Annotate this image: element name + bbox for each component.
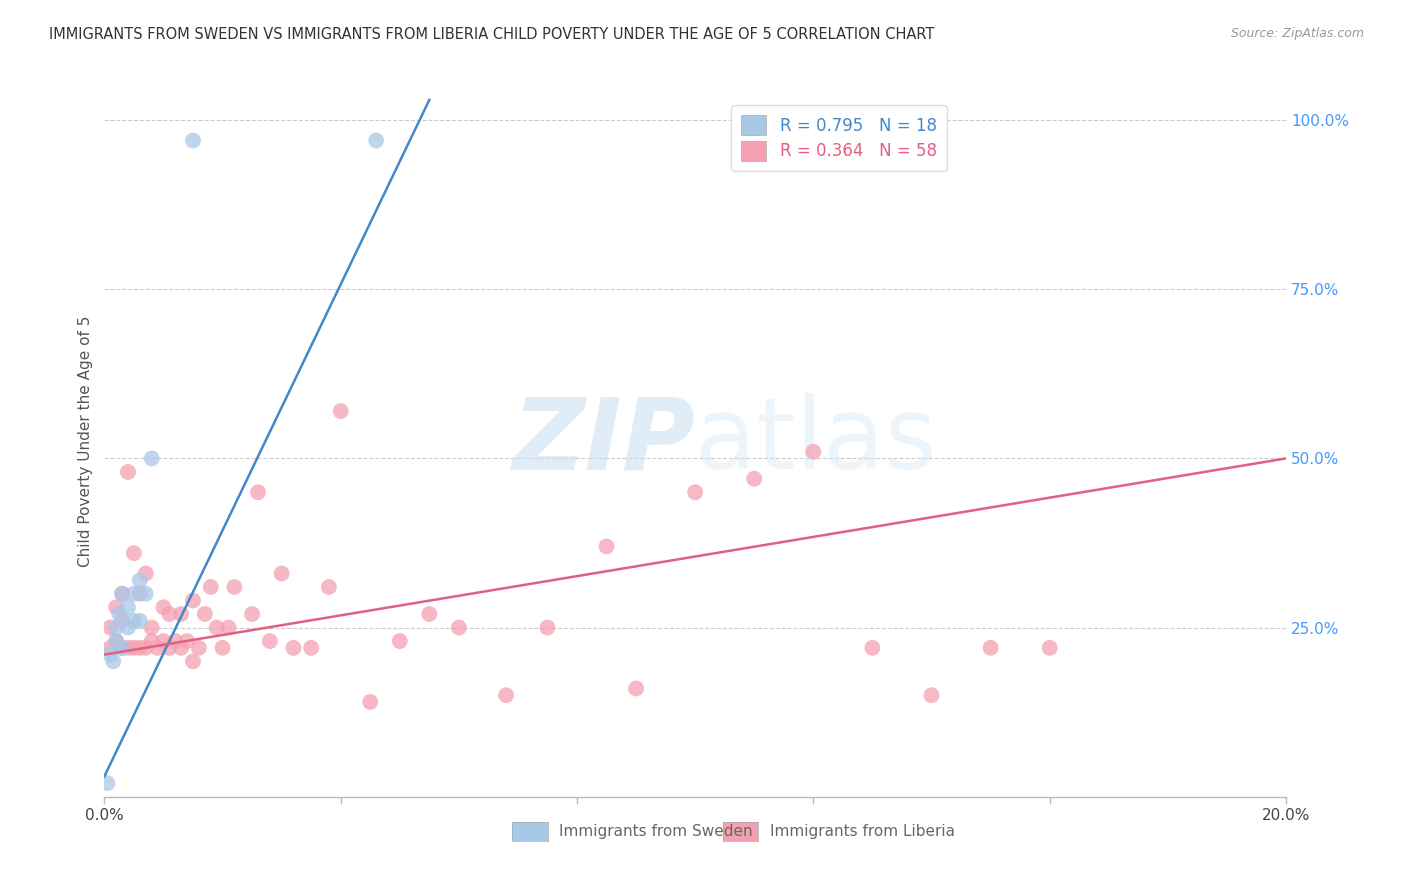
Point [624, 681, 647, 696]
Point [111, 640, 134, 655]
Point [96, 776, 118, 790]
Point [122, 614, 145, 628]
Point [860, 640, 883, 655]
Point [98, 648, 121, 662]
Point [117, 600, 139, 615]
Point [152, 600, 174, 615]
Point [170, 607, 193, 621]
Point [246, 485, 269, 500]
Point [259, 634, 281, 648]
Point [105, 634, 128, 648]
Point [683, 485, 706, 500]
Point [141, 634, 163, 648]
Point [211, 640, 233, 655]
Point [536, 621, 558, 635]
Point [141, 451, 163, 466]
Point [240, 607, 263, 621]
Point [742, 472, 765, 486]
Point [157, 607, 180, 621]
Point [329, 404, 352, 418]
Point [205, 621, 228, 635]
Point [980, 640, 1002, 655]
Point [128, 587, 150, 601]
Point [165, 634, 187, 648]
Point [176, 634, 198, 648]
Point [98, 621, 121, 635]
Point [141, 621, 163, 635]
Point [111, 587, 134, 601]
Text: atlas: atlas [695, 393, 936, 490]
Point [217, 621, 239, 635]
Point [117, 640, 139, 655]
Point [200, 580, 222, 594]
Point [105, 621, 128, 635]
Point [98, 640, 121, 655]
Point [283, 640, 305, 655]
Text: IMMIGRANTS FROM SWEDEN VS IMMIGRANTS FROM LIBERIA CHILD POVERTY UNDER THE AGE OF: IMMIGRANTS FROM SWEDEN VS IMMIGRANTS FRO… [49, 27, 935, 42]
Point [135, 587, 157, 601]
Point [595, 540, 617, 554]
Point [128, 614, 150, 628]
Point [495, 688, 517, 702]
Point [105, 634, 128, 648]
Point [447, 621, 470, 635]
Point [801, 444, 824, 458]
Text: Source: ZipAtlas.com: Source: ZipAtlas.com [1230, 27, 1364, 40]
Point [122, 546, 145, 560]
Point [122, 640, 145, 655]
Point [194, 607, 217, 621]
Point [170, 640, 193, 655]
Point [152, 634, 174, 648]
Text: Immigrants from Sweden: Immigrants from Sweden [558, 824, 752, 839]
Point [135, 566, 157, 581]
Point [921, 688, 943, 702]
Point [1039, 640, 1062, 655]
Point [359, 695, 381, 709]
Point [366, 133, 388, 147]
Point [224, 580, 246, 594]
Point [111, 587, 134, 601]
Point [418, 607, 440, 621]
Point [299, 640, 322, 655]
Point [318, 580, 340, 594]
Point [105, 600, 128, 615]
Legend: R = 0.795   N = 18, R = 0.364   N = 58: R = 0.795 N = 18, R = 0.364 N = 58 [731, 105, 946, 170]
Point [181, 133, 204, 147]
Point [388, 634, 411, 648]
Point [103, 654, 125, 668]
Point [117, 465, 139, 479]
Point [117, 621, 139, 635]
Text: ZIP: ZIP [512, 393, 695, 490]
Point [111, 614, 134, 628]
Y-axis label: Child Poverty Under the Age of 5: Child Poverty Under the Age of 5 [79, 316, 93, 567]
Point [270, 566, 292, 581]
Point [181, 654, 204, 668]
Point [122, 587, 145, 601]
Point [135, 640, 157, 655]
Point [146, 640, 169, 655]
Point [108, 607, 131, 621]
Point [157, 640, 180, 655]
Point [111, 640, 134, 655]
Point [187, 640, 209, 655]
Point [128, 573, 150, 587]
Point [128, 640, 150, 655]
Point [181, 593, 204, 607]
Text: Immigrants from Liberia: Immigrants from Liberia [769, 824, 955, 839]
